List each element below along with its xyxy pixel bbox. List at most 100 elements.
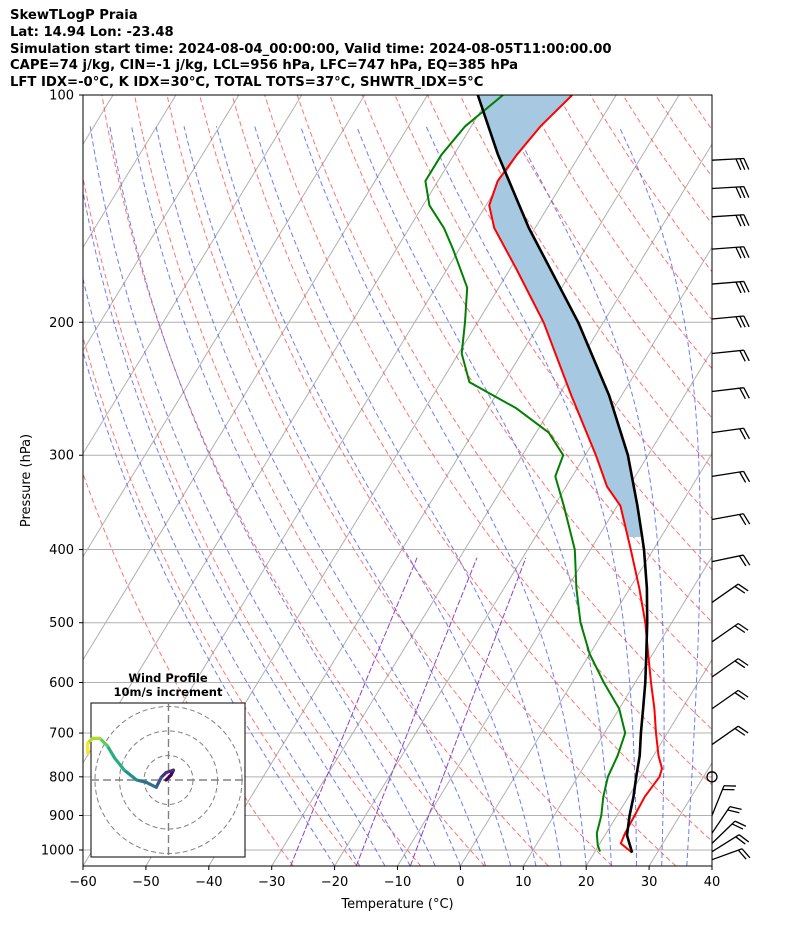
dry-adiabat	[166, 95, 613, 866]
wind-barb-shaft	[711, 658, 739, 678]
wind-barb-flag	[743, 427, 751, 440]
hodograph-segment	[98, 736, 109, 748]
moist-adiabat	[109, 126, 436, 866]
dry-adiabat	[753, 95, 794, 866]
parcel-path-line	[476, 95, 649, 853]
wind-barb-flag	[737, 725, 749, 734]
dewpoint-line	[424, 95, 627, 852]
axes: −60 −50 −40 −30 −20 −10 0 10 20 30 40 1000 900 800 700…	[19, 89, 720, 913]
x-tick-label: −60	[69, 875, 96, 890]
wind-barb-flag	[741, 848, 751, 859]
wind-barb-flag	[739, 246, 746, 259]
wind-barb	[711, 246, 750, 259]
wind-barb-shaft	[711, 387, 744, 393]
dry-adiabat	[134, 95, 549, 866]
x-tick-label: −20	[321, 875, 348, 890]
y-tick-label: 400	[49, 543, 74, 558]
indices-line: LFT IDX=-0°C, K IDX=30°C, TOTAL TOTS=37°…	[10, 75, 484, 91]
wind-barb-flag	[737, 849, 747, 860]
wind-barb-flag	[742, 513, 751, 525]
isotherm-gridline	[83, 95, 428, 661]
wind-barb-shaft	[711, 834, 740, 853]
wind-barb-flag	[738, 514, 747, 526]
y-axis-label: Pressure (hPa)	[19, 434, 34, 527]
isotherm-gridline	[459, 452, 712, 866]
moist-adiabat	[83, 349, 336, 866]
x-tick-label: −40	[195, 875, 222, 890]
isotherm-gridline	[83, 95, 177, 249]
moist-adiabat	[155, 126, 487, 866]
dry-adiabat	[394, 95, 712, 571]
wind-barb	[711, 806, 742, 834]
wind-barb-calm	[706, 771, 718, 783]
wind-barb-flag	[739, 387, 746, 400]
hodograph-segment	[112, 756, 127, 772]
chart-header: SkewTLogP Praia Lat: 14.94 Lon: -23.48 S…	[10, 8, 612, 92]
wind-barb	[711, 785, 736, 816]
wind-barb-flag	[737, 689, 749, 698]
dry-adiabat	[524, 95, 712, 370]
isotherm-gridline	[648, 761, 712, 866]
wind-barb	[711, 820, 747, 844]
wind-barb	[711, 185, 750, 199]
isotherm-gridline	[271, 143, 712, 866]
moist-adiabat	[83, 276, 361, 866]
wind-barb-flag	[739, 471, 747, 483]
y-tick-label: 900	[49, 809, 74, 824]
wind-barb-shaft	[711, 820, 736, 844]
wind-barb-flag	[739, 186, 746, 199]
wind-barb-flag	[743, 158, 750, 170]
moist-adiabat	[356, 126, 612, 866]
moist-adiabat	[83, 189, 386, 866]
isotherm-gridline	[711, 865, 712, 866]
dry-adiabat	[199, 95, 677, 866]
y-tick-label: 800	[49, 770, 74, 785]
wind-barb-flag	[742, 554, 751, 566]
wind-barb	[711, 725, 749, 746]
y-tick-label: 200	[49, 316, 74, 331]
wind-barb	[711, 834, 750, 853]
hodograph-segment	[154, 775, 163, 789]
x-tick-label: 30	[641, 875, 658, 890]
wind-barb-flag	[735, 214, 742, 227]
mixing-ratio-line	[409, 557, 527, 866]
wind-barb-flag	[743, 281, 750, 293]
dry-adiabat	[296, 95, 712, 731]
y-tick-label: 100	[49, 89, 74, 104]
dry-adiabat	[101, 95, 485, 866]
wind-barb-flag	[739, 214, 746, 227]
isotherm-gridline	[522, 555, 712, 866]
wind-barb-flag	[737, 658, 749, 666]
wind-barb-flag	[743, 186, 750, 198]
dry-adiabat	[264, 95, 712, 786]
hodograph-segment	[135, 778, 149, 785]
wind-barb-shaft	[711, 157, 744, 161]
wind-barb-flag	[737, 583, 749, 592]
location-line: Lat: 14.94 Lon: -23.48	[10, 24, 174, 40]
wind-barb	[711, 157, 750, 171]
wind-barb	[711, 470, 751, 483]
wind-barb	[711, 583, 749, 603]
profile-lines	[424, 95, 663, 854]
isotherm-gridline	[83, 95, 240, 352]
y-tick-label: 700	[49, 727, 74, 742]
wind-barb	[711, 280, 750, 294]
wind-barb-flag	[743, 315, 750, 328]
y-tick-label: 300	[49, 449, 74, 464]
isotherm-gridline	[83, 95, 366, 558]
wind-barb-shaft	[711, 280, 744, 285]
hodograph-segment	[105, 744, 117, 760]
wind-barb-flag	[734, 820, 747, 827]
hodograph-segment	[144, 780, 158, 789]
wind-barb-shaft	[711, 622, 739, 643]
wind-barb	[711, 513, 751, 526]
wind-barb-flag	[743, 246, 750, 258]
wind-barb-flag	[743, 387, 750, 399]
moist-adiabat	[618, 126, 701, 866]
y-tick-label: 600	[49, 676, 74, 691]
wind-barb	[711, 658, 749, 678]
wind-barb-shaft	[711, 513, 744, 521]
wind-barb-flag	[734, 692, 746, 700]
wind-barb	[711, 689, 749, 710]
